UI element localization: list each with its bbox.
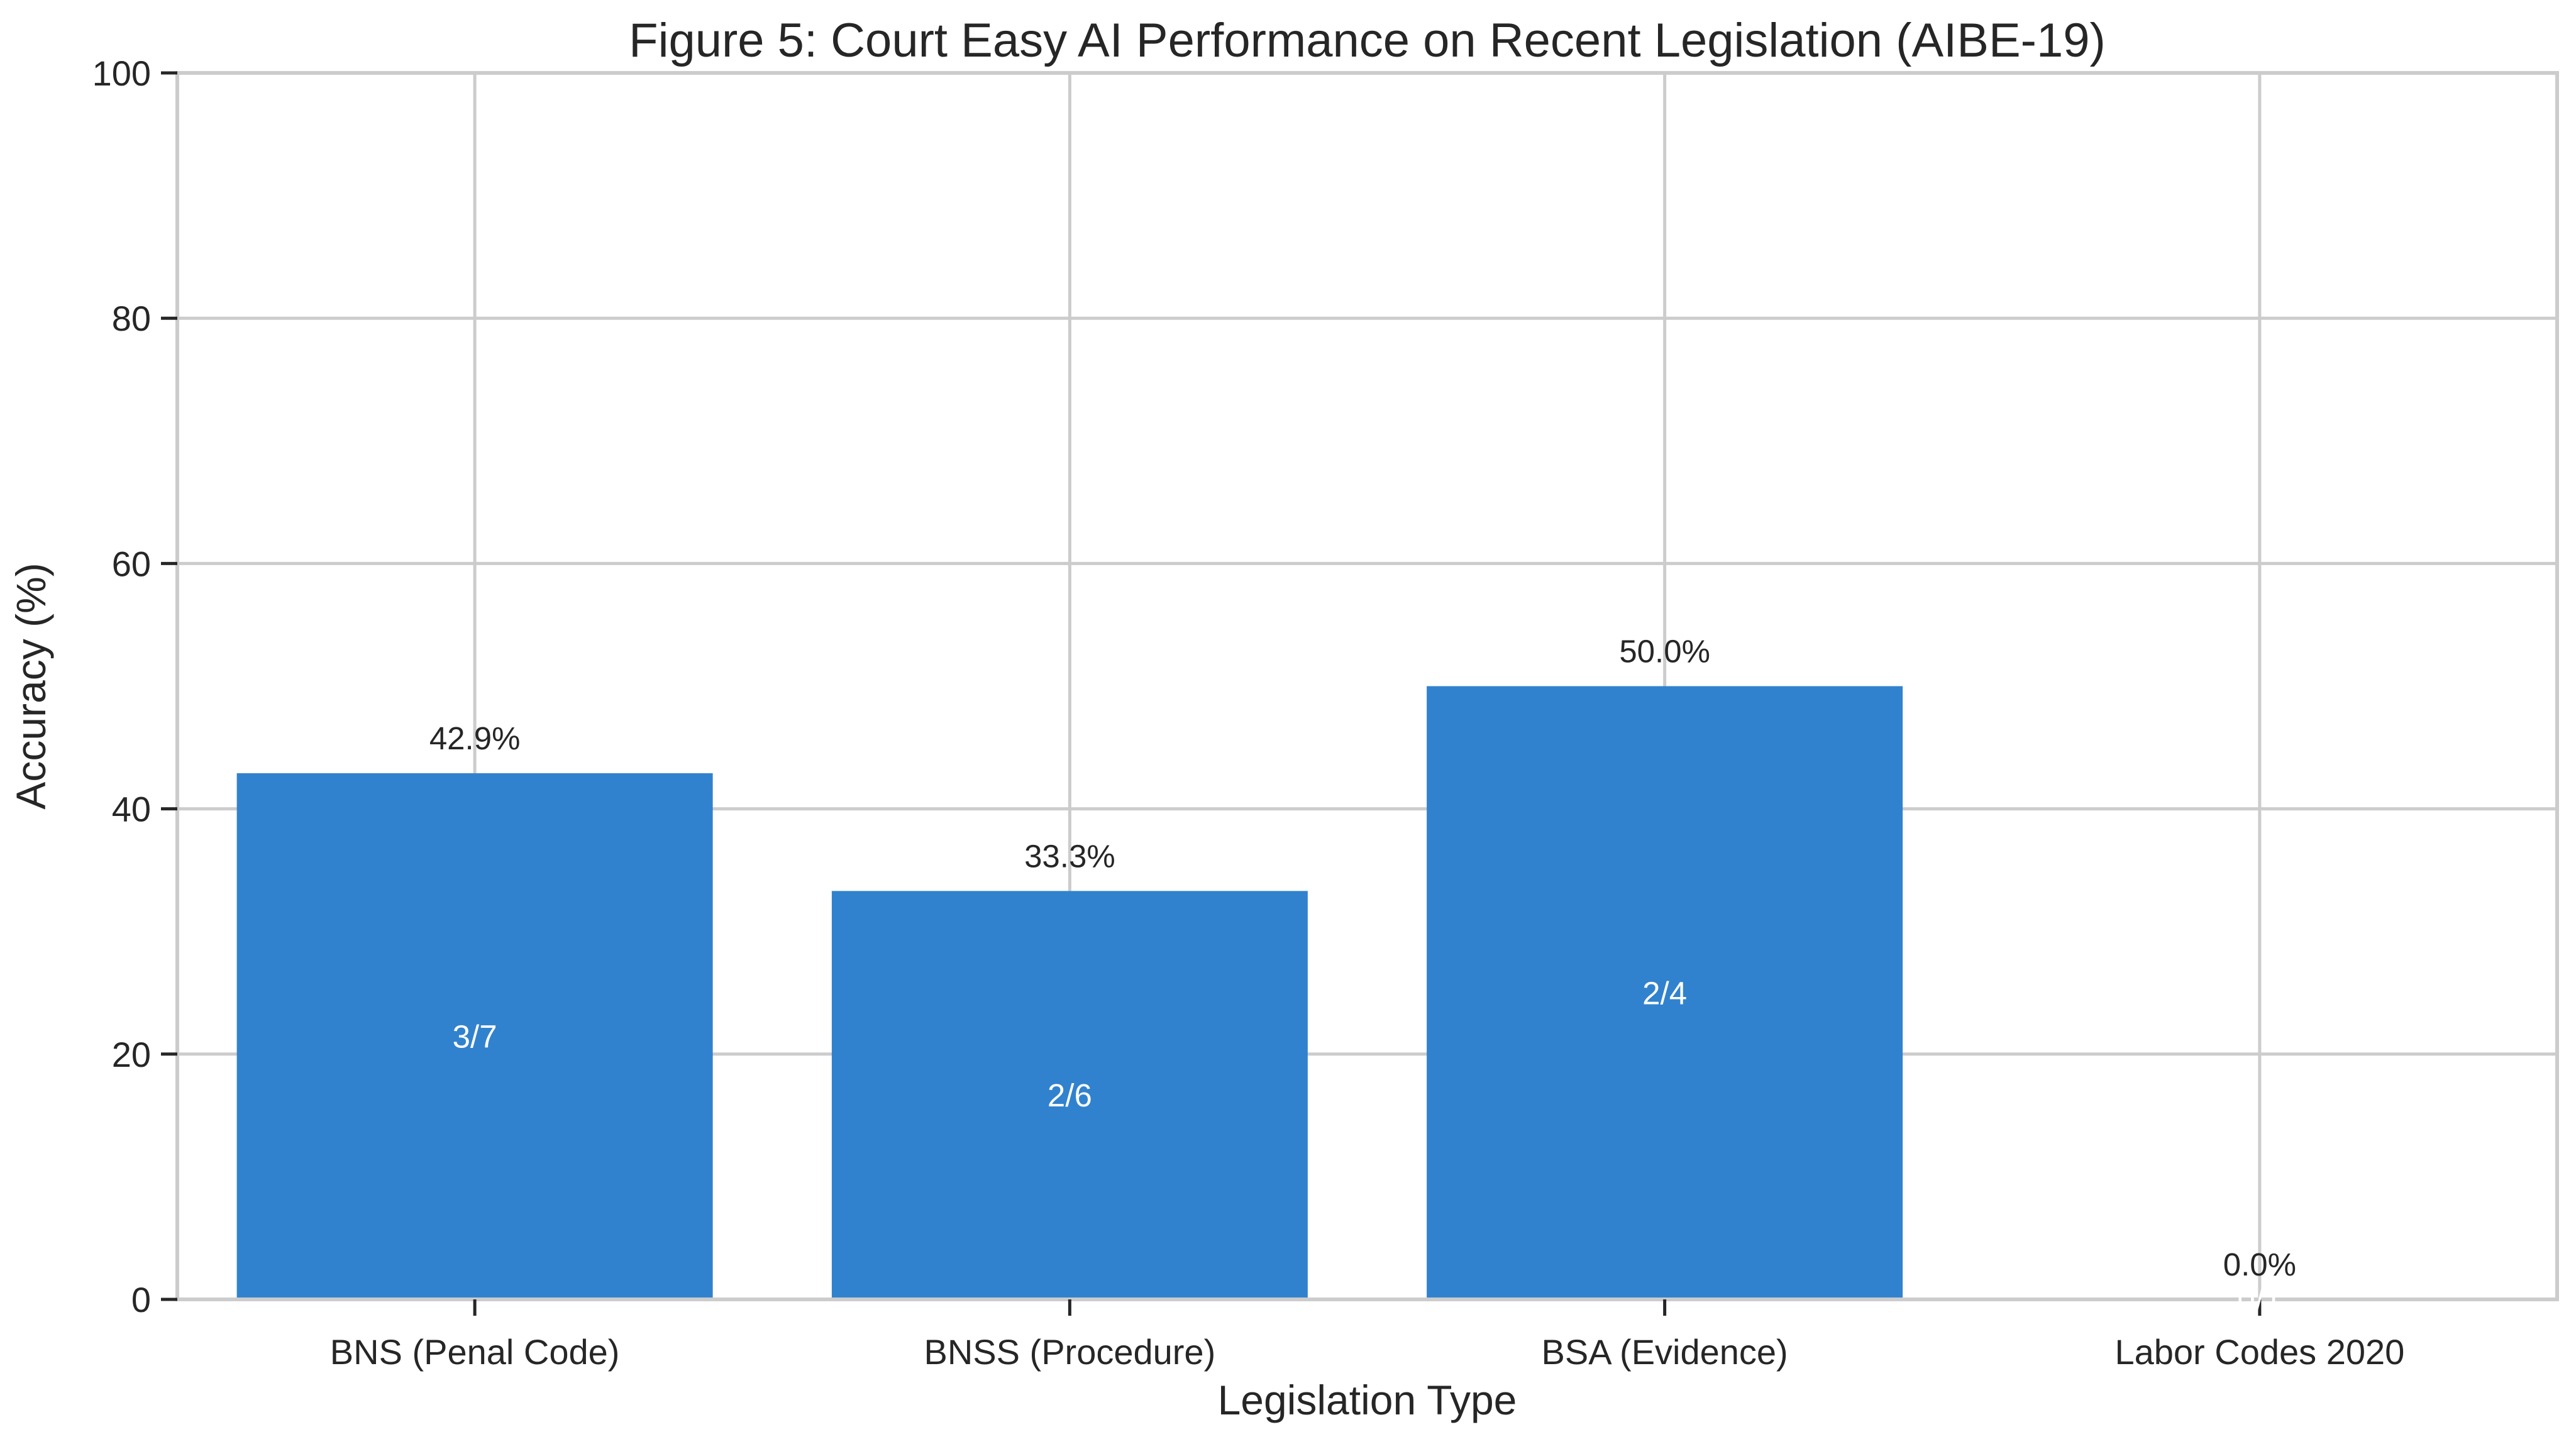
plot-frame (175, 71, 2559, 1301)
bar (1427, 686, 1903, 1299)
bar-labels: 42.9% 3/7 33.3% 2/6 50.0% 2/4 0.0%0/1 (429, 634, 2296, 1318)
y-axis-label: Accuracy (%) (8, 563, 54, 809)
bar-value-label: 0.0% (2223, 1247, 2296, 1282)
x-tick-label: BNSS (Procedure) (924, 1332, 1216, 1372)
y-tick-label: 100 (92, 53, 151, 93)
bar-count-label: 2/4 (1642, 975, 1687, 1011)
y-tick-label: 40 (112, 790, 151, 829)
bar-value-label: 42.9% (429, 720, 521, 756)
y-tick-label: 20 (112, 1035, 151, 1074)
axis-ticks: 0 20 40 60 80 100 BNS (Penal Code) BNSS (Proced… (92, 53, 2405, 1372)
bar-count-label: 2/6 (1048, 1077, 1092, 1113)
plot-border (175, 71, 2559, 1301)
bar (236, 773, 713, 1299)
y-tick-label: 60 (112, 544, 151, 583)
y-tick-label: 0 (131, 1280, 151, 1320)
bar (831, 891, 1308, 1299)
x-tick-label: Labor Codes 2020 (2114, 1332, 2404, 1372)
y-tick-label: 80 (112, 299, 151, 338)
bar-count-label: 3/7 (453, 1019, 497, 1055)
x-axis-label: Legislation Type (1218, 1377, 1517, 1423)
bar-count-label: 0/1 (2237, 1282, 2282, 1318)
bar-value-label: 50.0% (1619, 634, 1710, 669)
bar-value-label: 33.3% (1024, 838, 1115, 874)
x-tick-label: BSA (Evidence) (1542, 1332, 1788, 1372)
bars (236, 686, 1903, 1299)
chart-title: Figure 5: Court Easy AI Performance on R… (629, 14, 2106, 67)
x-tick-label: BNS (Penal Code) (330, 1332, 620, 1372)
